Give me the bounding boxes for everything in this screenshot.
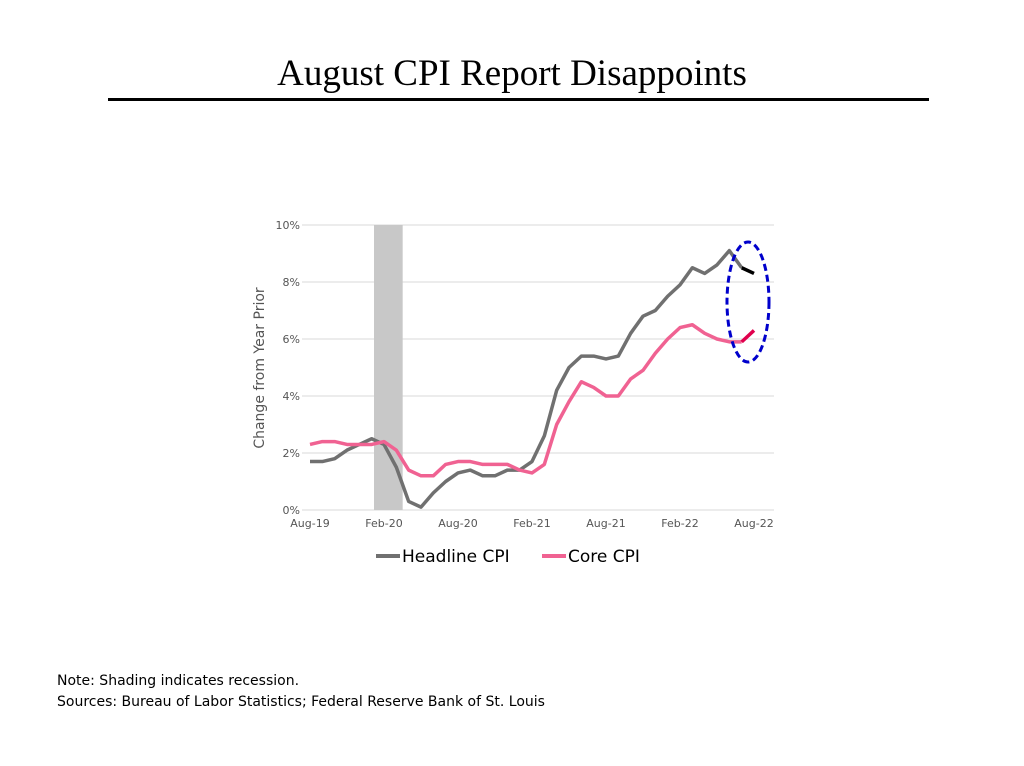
recession-shading: [374, 225, 403, 510]
legend-label-core: Core CPI: [568, 547, 640, 567]
series-last-segment-headline: [740, 266, 755, 276]
series-last-segment-core: [740, 329, 756, 344]
y-tick-label: 8%: [283, 276, 300, 289]
title-underline: [108, 98, 929, 101]
x-tick-label: Aug-20: [438, 517, 477, 530]
sources-text: Sources: Bureau of Labor Statistics; Fed…: [57, 694, 545, 710]
y-tick-label: 6%: [283, 333, 300, 346]
highlight-ellipse: [725, 240, 771, 364]
series-line-core: [309, 323, 742, 478]
note-text: Note: Shading indicates recession.: [57, 673, 300, 689]
x-tick-label: Feb-20: [365, 517, 402, 530]
x-tick-label: Aug-19: [290, 517, 329, 530]
y-tick-label: 10%: [276, 219, 300, 232]
x-tick-label: Aug-21: [586, 517, 625, 530]
y-axis-label: Change from Year Prior: [252, 287, 268, 449]
y-tick-label: 2%: [283, 447, 300, 460]
slide-title: August CPI Report Disappoints: [277, 53, 747, 94]
legend-label-headline: Headline CPI: [402, 547, 510, 567]
x-tick-label: Feb-21: [513, 517, 550, 530]
y-tick-label: 4%: [283, 390, 300, 403]
y-tick-label: 0%: [283, 504, 300, 517]
x-tick-label: Aug-22: [734, 517, 773, 530]
x-tick-label: Feb-22: [661, 517, 698, 530]
